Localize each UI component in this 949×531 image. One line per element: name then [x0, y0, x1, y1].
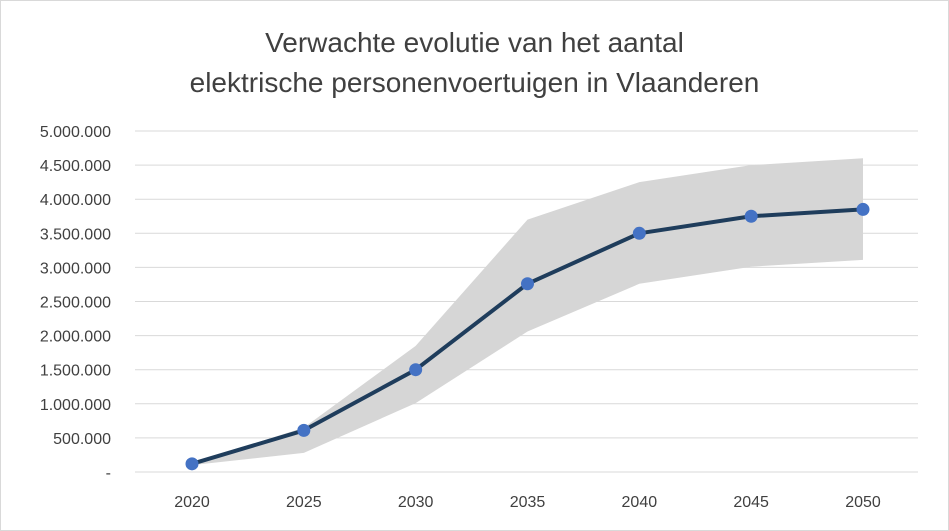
chart-title-line-1: Verwachte evolutie van het aantal [265, 27, 684, 58]
chart-title-line-2: elektrische personenvoertuigen in Vlaand… [189, 67, 760, 98]
x-tick-label: 2045 [733, 494, 769, 511]
y-axis-tick-labels: - 500.000 1.000.000 1.500.000 2.000.000 2.500… [40, 124, 111, 482]
y-tick-label: 1.500.000 [40, 363, 111, 380]
y-tick-label: 500.000 [53, 431, 111, 448]
y-tick-label: 5.000.000 [40, 124, 111, 141]
x-tick-label: 2040 [622, 494, 658, 511]
x-tick-label: 2050 [845, 494, 881, 511]
data-point [409, 363, 423, 377]
x-axis-tick-labels: 2020 2025 2030 2035 2040 2045 2050 [174, 494, 881, 511]
y-tick-label: 3.500.000 [40, 226, 111, 243]
data-point [521, 277, 534, 291]
data-point [632, 226, 646, 240]
x-tick-label: 2025 [286, 494, 322, 511]
x-tick-label: 2030 [398, 494, 434, 511]
y-tick-label: 2.500.000 [40, 295, 111, 312]
data-point [185, 457, 199, 471]
data-point [744, 209, 758, 223]
chart-title: Verwachte evolutie van het aantal elektr… [1, 23, 948, 103]
x-tick-label: 2035 [510, 494, 546, 511]
y-tick-label: 4.000.000 [40, 192, 111, 209]
band-area [192, 158, 863, 466]
y-tick-label: 2.000.000 [40, 329, 111, 346]
data-point [856, 202, 870, 216]
series-points [185, 202, 870, 471]
y-tick-label: - [106, 465, 111, 482]
y-tick-label: 3.000.000 [40, 260, 111, 277]
y-tick-label: 1.000.000 [40, 397, 111, 414]
y-tick-label: 4.500.000 [40, 158, 111, 175]
confidence-band [192, 158, 863, 466]
data-point [297, 423, 311, 437]
x-tick-label: 2020 [174, 494, 210, 511]
